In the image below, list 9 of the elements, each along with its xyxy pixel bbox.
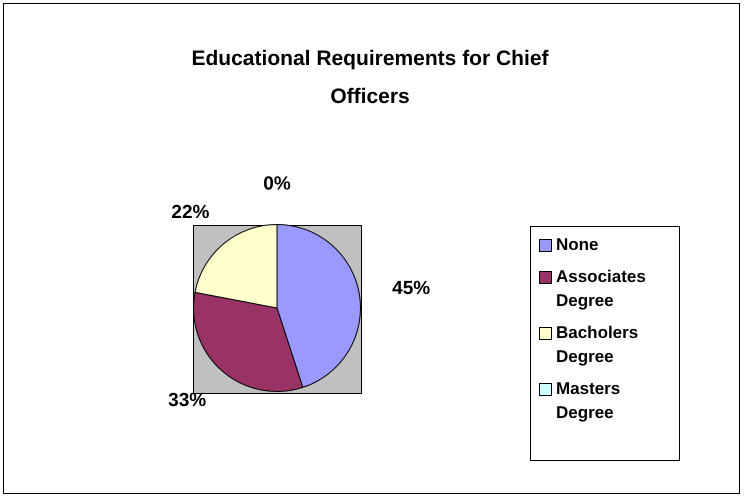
legend-label: None <box>556 234 598 256</box>
chart-title: Educational Requirements for Chief Officers <box>190 46 550 110</box>
data-label: 22% <box>171 202 210 224</box>
data-label: 45% <box>392 278 430 299</box>
legend-label: Masters Degree <box>556 378 622 424</box>
data-label: 33% <box>168 390 206 411</box>
text: 0% <box>263 174 291 195</box>
legend-label: Bacholers Degree <box>556 322 640 368</box>
legend-label: Associates Degree <box>556 266 647 312</box>
